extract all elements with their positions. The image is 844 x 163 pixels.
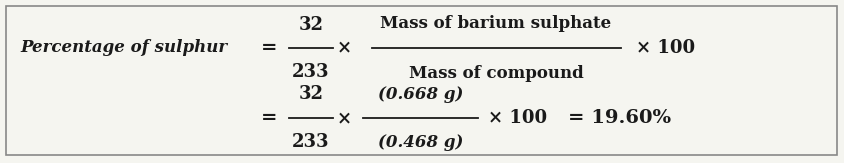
Text: =: = [261, 109, 277, 127]
Text: =: = [261, 39, 277, 57]
Text: Mass of barium sulphate: Mass of barium sulphate [381, 15, 612, 32]
Text: × 100: × 100 [488, 109, 547, 127]
Text: Mass of compound: Mass of compound [408, 65, 583, 82]
Text: 32: 32 [299, 16, 323, 34]
Text: = 19.60%: = 19.60% [567, 109, 671, 127]
Text: ×: × [337, 109, 352, 127]
Text: 32: 32 [299, 85, 323, 103]
Text: 233: 233 [292, 63, 330, 81]
Text: × 100: × 100 [636, 39, 695, 57]
Text: ×: × [337, 39, 352, 57]
Text: Percentage of sulphur: Percentage of sulphur [20, 39, 227, 56]
FancyBboxPatch shape [6, 6, 836, 155]
Text: (0.468 g): (0.468 g) [377, 134, 463, 151]
Text: 233: 233 [292, 133, 330, 151]
Text: (0.668 g): (0.668 g) [377, 86, 463, 103]
